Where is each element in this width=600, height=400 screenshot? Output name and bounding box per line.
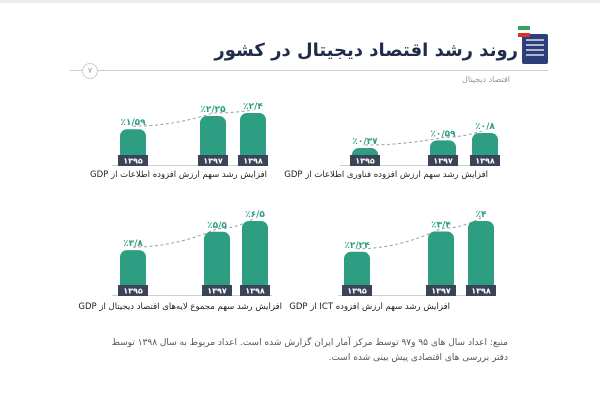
category-label-bg-1 (198, 155, 228, 166)
bar-2 (242, 221, 268, 291)
section-subtitle: اقتصاد دیجیتال (462, 75, 510, 84)
chart-digital-economy-layers: ۱۳۹۵ ٪۳/۸ ۱۳۹۷ ٪۵/۵ ۱۳۹۸ ٪۶/۵ (112, 210, 272, 296)
bar-0 (344, 251, 370, 291)
chart-panel-ict-value-added: ۱۳۹۵ ٪۲/۲۴ ۱۳۹۷ ٪۳/۴ ۱۳۹۸ ٪۴ (338, 196, 496, 296)
category-label-bg-2 (466, 285, 496, 296)
bar-2 (468, 221, 494, 291)
category-label-2: ۱۳۹۸ (245, 287, 265, 296)
chart-caption-digital-economy-layers: افزایش رشد سهم مجموع لایه‌های اقتصاد دیج… (78, 302, 282, 312)
data-label-2: ٪۴ (476, 210, 487, 220)
trend-line (132, 217, 256, 248)
data-label-2: ٪۶/۵ (245, 210, 265, 220)
category-label-1: ۱۳۹۷ (431, 287, 451, 296)
bar-1 (428, 231, 454, 291)
category-label-2: ۱۳۹۸ (243, 157, 263, 166)
data-label-0: ٪۳/۸ (123, 239, 143, 249)
category-label-1: ۱۳۹۷ (433, 157, 453, 166)
source-note: منبع: اعداد سال های ۹۵ و۹۷ توسط مرکز آما… (111, 338, 508, 363)
category-label-bg-0 (342, 285, 372, 296)
trend-line (364, 129, 486, 146)
data-label-1: ٪۵/۵ (207, 221, 227, 231)
bar-2 (472, 133, 498, 161)
category-label-0: ۱۳۹۵ (355, 157, 375, 166)
chart-information-value-added: ۱۳۹۵ ٪۱/۵۹ ۱۳۹۷ ٪۲/۲۵ ۱۳۹۸ ٪۲/۴ (112, 102, 268, 166)
bar-0 (120, 250, 146, 291)
category-label-bg-2 (470, 155, 500, 166)
category-label-0: ۱۳۹۵ (347, 287, 367, 296)
chart-panel-digital-economy-layers: ۱۳۹۵ ٪۳/۸ ۱۳۹۷ ٪۵/۵ ۱۳۹۸ ٪۶/۵ (112, 196, 272, 296)
category-label-bg-1 (202, 285, 232, 296)
page-title: روند رشد اقتصاد دیجیتال در کشور (214, 40, 518, 61)
category-label-bg-2 (240, 285, 270, 296)
chart-caption-it-value-added: افزایش رشد سهم ارزش افزوده فناوری اطلاعا… (284, 170, 488, 180)
data-label-1: ٪۳/۴ (431, 221, 451, 231)
data-label-0: ٪۱/۵۹ (120, 118, 146, 128)
category-label-bg-1 (426, 285, 456, 296)
category-label-0: ۱۳۹۵ (123, 157, 143, 166)
category-label-0: ۱۳۹۵ (123, 287, 143, 296)
data-label-2: ٪۲/۴ (243, 102, 263, 112)
data-label-2: ٪۰/۸ (475, 122, 495, 132)
category-label-bg-0 (350, 155, 380, 166)
data-label-1: ٪۲/۲۵ (200, 105, 226, 115)
category-label-bg-2 (238, 155, 268, 166)
top-border (0, 0, 600, 3)
trend-line (356, 217, 482, 250)
bar-1 (200, 116, 226, 161)
data-label-0: ٪۰/۳۷ (352, 137, 378, 147)
category-label-bg-1 (428, 155, 458, 166)
bar-1 (204, 231, 230, 291)
chart-ict-value-added: ۱۳۹۵ ٪۲/۲۴ ۱۳۹۷ ٪۳/۴ ۱۳۹۸ ٪۴ (338, 210, 496, 296)
category-label-2: ۱۳۹۸ (475, 157, 495, 166)
chart-it-value-added: ۱۳۹۵ ٪۰/۳۷ ۱۳۹۷ ٪۰/۵۹ ۱۳۹۸ ٪۰/۸ (340, 122, 500, 166)
chart-caption-information-value-added: افزایش رشد سهم ارزش افزوده اطلاعات از GD… (90, 170, 267, 180)
category-label-bg-0 (118, 155, 148, 166)
page-number-badge: ۷ (82, 63, 98, 79)
category-label-1: ۱۳۹۷ (203, 157, 223, 166)
organization-logo-icon (518, 26, 548, 64)
category-label-2: ۱۳۹۸ (471, 287, 491, 296)
chart-panel-it-value-added: ۱۳۹۵ ٪۰/۳۷ ۱۳۹۷ ٪۰/۵۹ ۱۳۹۸ ٪۰/۸ (340, 106, 500, 166)
header: روند رشد اقتصاد دیجیتال در کشور ۷ اقتصاد… (0, 0, 600, 90)
header-divider (70, 70, 548, 71)
bar-0 (120, 129, 146, 161)
data-label-1: ٪۰/۵۹ (430, 129, 456, 139)
chart-panel-information-value-added: ۱۳۹۵ ٪۱/۵۹ ۱۳۹۷ ٪۲/۲۵ ۱۳۹۸ ٪۲/۴ (112, 86, 268, 166)
category-label-bg-0 (118, 285, 148, 296)
category-label-1: ۱۳۹۷ (207, 287, 227, 296)
data-label-0: ٪۲/۲۴ (344, 241, 370, 251)
bar-2 (240, 113, 266, 161)
trend-line (132, 109, 254, 127)
chart-caption-ict-value-added: افزایش رشد سهم ارزش افزوده ICT از GDP (289, 302, 450, 312)
